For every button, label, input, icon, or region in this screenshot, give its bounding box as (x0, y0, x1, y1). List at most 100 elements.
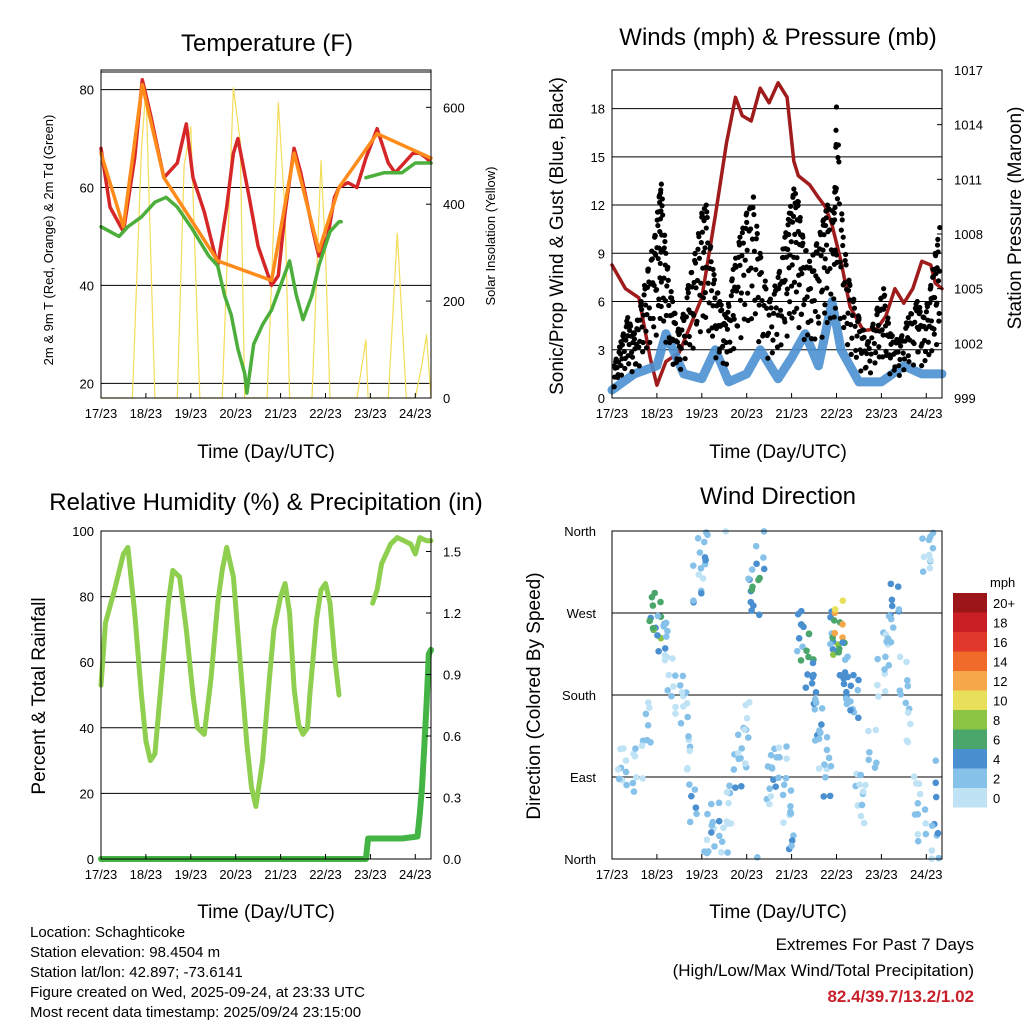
direction-point (874, 681, 881, 689)
gust-point (860, 327, 867, 333)
direction-point (752, 542, 760, 550)
direction-point (812, 688, 820, 696)
direction-point (881, 666, 888, 673)
y-right-tick-label: 600 (443, 100, 465, 115)
direction-point (698, 590, 705, 597)
direction-point (735, 755, 742, 763)
gust-point (759, 297, 765, 304)
direction-point (720, 824, 727, 832)
gust-point (756, 339, 762, 345)
direction-point (651, 589, 658, 597)
direction-point (929, 529, 937, 537)
gust-peak-point (766, 298, 772, 305)
gust-point (661, 275, 667, 281)
direction-point (914, 837, 922, 845)
humidity-xlabel: Time (Day/UTC) (197, 902, 335, 923)
gust-point (708, 288, 715, 294)
direction-title: Wind Direction (700, 483, 856, 510)
gust-point (701, 249, 707, 255)
gust-point (763, 305, 770, 311)
gust-point (927, 300, 933, 306)
x-tick-label: 22/23 (309, 867, 342, 882)
gust-point (834, 196, 841, 202)
direction-xlabel: Time (Day/UTC) (709, 902, 847, 923)
gust-point (932, 294, 938, 301)
colorbar-label: 18 (993, 616, 1007, 631)
direction-point (646, 617, 653, 625)
x-tick-label: 23/23 (354, 406, 387, 421)
direction-point (696, 549, 704, 556)
recent-text: Most recent data timestamp: 2025/09/24 2… (30, 1004, 362, 1021)
gust-point (621, 348, 627, 355)
gust-point (758, 254, 764, 260)
direction-point (732, 784, 739, 791)
created-text: Figure created on Wed, 2025-09-24, at 23… (30, 984, 365, 1001)
direction-point (689, 562, 697, 569)
direction-point (672, 710, 679, 717)
x-tick-label: 20/23 (219, 867, 252, 882)
direction-point (797, 621, 805, 628)
gust-point (778, 342, 784, 348)
direction-point (780, 781, 788, 789)
direction-point (860, 819, 868, 827)
direction-point (620, 745, 627, 752)
direction-point (748, 566, 756, 573)
gust-point (651, 282, 657, 289)
gust-point (738, 335, 744, 341)
gust-point (657, 275, 663, 281)
direction-point (904, 738, 912, 746)
gust-point (736, 242, 743, 248)
colorbar-label: 10 (993, 694, 1007, 709)
direction-point (865, 756, 872, 764)
gust-point (679, 327, 685, 333)
direction-point (690, 597, 697, 605)
y-tick-label: 20 (80, 376, 94, 391)
gust-point (917, 304, 923, 311)
gust-point (871, 340, 877, 347)
gust-point (843, 262, 849, 268)
direction-point (632, 774, 640, 781)
x-tick-label: 20/23 (730, 406, 763, 421)
gust-point (658, 303, 664, 310)
x-tick-label: 21/23 (264, 406, 297, 421)
gust-point (800, 240, 806, 246)
direction-point (638, 742, 646, 750)
x-tick-label: 18/23 (641, 867, 674, 882)
gust-point (782, 319, 788, 325)
gust-point (703, 225, 709, 231)
gust-point (904, 323, 910, 329)
gust-point (668, 289, 674, 295)
gust-point (786, 310, 792, 317)
direction-point (922, 820, 929, 827)
direction-point (827, 762, 835, 770)
direction-point (855, 714, 862, 722)
gust-peak-point (645, 266, 651, 272)
gust-point (824, 285, 830, 291)
y-right-tick-label: 1002 (954, 336, 983, 351)
gust-point (823, 215, 829, 221)
direction-point (622, 757, 630, 764)
gust-point (618, 372, 625, 378)
winds-title: Winds (mph) & Pressure (mb) (619, 24, 936, 51)
gust-point (657, 216, 664, 222)
direction-point (766, 785, 773, 792)
gust-peak-point (658, 181, 664, 187)
gust-point (925, 339, 931, 345)
direction-point (704, 848, 712, 855)
x-tick-label: 22/23 (309, 406, 342, 421)
x-tick-label: 20/23 (730, 867, 763, 882)
gust-point (906, 359, 912, 365)
gust-point (842, 280, 848, 286)
direction-point (932, 793, 940, 801)
gust-point (686, 333, 692, 340)
x-tick-label: 23/23 (354, 867, 387, 882)
gust-point (835, 154, 841, 161)
direction-point (799, 643, 806, 650)
gust-point (678, 345, 684, 351)
direction-point (615, 775, 623, 783)
gust-point (771, 310, 777, 316)
direction-point (915, 780, 923, 788)
direction-point (668, 692, 675, 700)
gust-point (639, 306, 645, 313)
colorbar-label: 12 (993, 674, 1007, 689)
